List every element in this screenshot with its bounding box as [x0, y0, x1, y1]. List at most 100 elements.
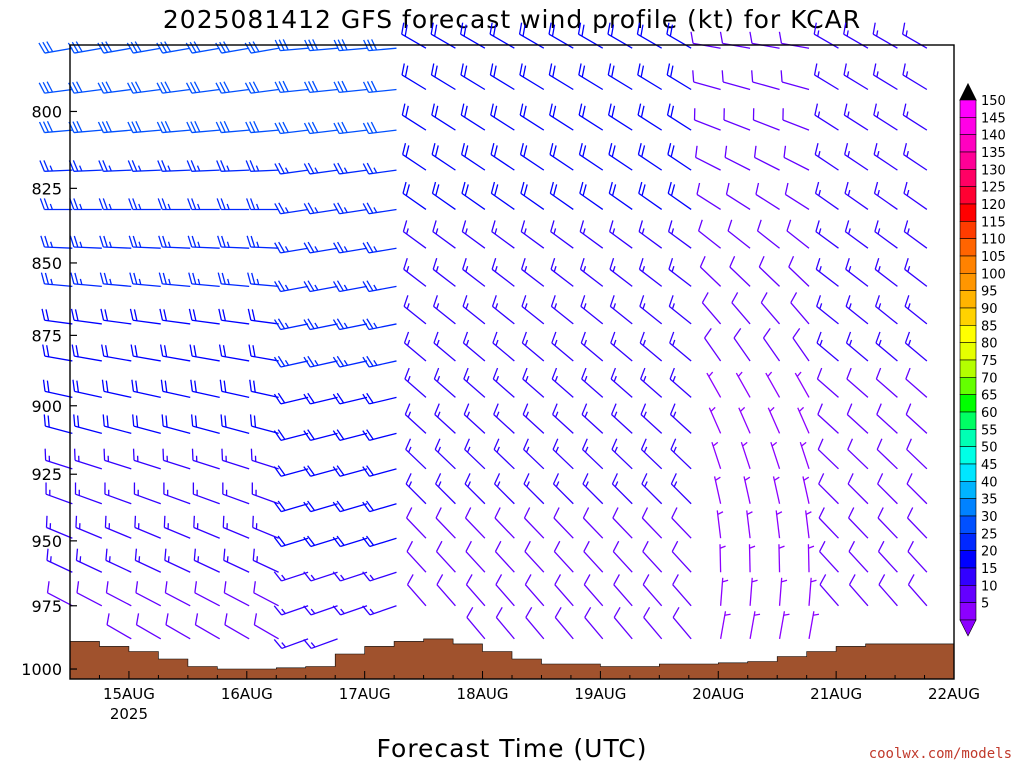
wind-barb — [697, 219, 722, 249]
wind-barb — [813, 22, 839, 49]
wind-barb — [608, 181, 633, 210]
wind-barb — [640, 367, 663, 398]
wind-barb — [273, 392, 309, 405]
wind-barb — [433, 331, 456, 362]
wind-barb — [875, 367, 898, 398]
colorbar-label: 110 — [981, 233, 1006, 248]
wind-barb — [460, 103, 486, 131]
wind-barb — [716, 510, 724, 539]
wind-barb — [611, 473, 633, 505]
wind-barb — [753, 145, 780, 171]
wind-barb — [253, 613, 279, 640]
wind-barb — [845, 295, 869, 325]
wind-barb — [519, 143, 545, 171]
wind-barb — [873, 181, 898, 210]
wind-barb — [40, 235, 73, 249]
wind-barb — [431, 181, 456, 210]
wind-barb — [819, 574, 839, 607]
wind-barb — [362, 241, 397, 254]
wind-barb — [902, 103, 928, 131]
wind-barb — [433, 367, 456, 398]
colorbar-label: 85 — [981, 319, 998, 334]
wind-barb — [708, 406, 722, 434]
wind-barb — [638, 220, 663, 249]
wind-barb — [814, 181, 839, 210]
wind-barb — [402, 181, 427, 210]
wind-barb — [303, 571, 338, 582]
wind-barb — [362, 318, 397, 331]
wind-barb — [43, 414, 73, 435]
colorbar-swatch — [959, 394, 977, 413]
wind-barb — [554, 574, 574, 607]
wind-barb — [461, 181, 486, 210]
wind-barb — [430, 63, 456, 91]
colorbar-swatch — [959, 533, 977, 551]
wind-barb — [190, 414, 220, 435]
wind-barb — [105, 581, 132, 607]
wind-barb — [666, 63, 692, 91]
wind-barb — [303, 535, 338, 548]
wind-barb — [189, 344, 220, 362]
wind-barb — [39, 160, 73, 172]
wind-barb — [463, 403, 486, 434]
wind-barb — [610, 403, 633, 434]
wind-barb — [581, 367, 604, 398]
wind-barb — [219, 379, 250, 399]
wind-barb — [303, 429, 338, 441]
colorbar-swatch — [959, 515, 977, 534]
wind-barb — [784, 182, 810, 211]
wind-barb — [638, 181, 663, 210]
wind-barb — [610, 331, 633, 362]
wind-barb — [693, 108, 721, 131]
wind-barb — [71, 344, 102, 362]
wind-barb — [843, 22, 869, 49]
wind-barb — [362, 429, 397, 441]
wind-barb — [102, 414, 132, 435]
wind-barb — [97, 120, 132, 134]
wind-barb — [521, 295, 545, 325]
wind-barb — [719, 31, 751, 49]
wind-barb — [273, 500, 309, 513]
wind-barb — [904, 331, 928, 362]
wind-barb — [68, 160, 102, 172]
wind-barb — [73, 448, 103, 470]
wind-barb — [780, 70, 810, 91]
wind-barb — [42, 379, 73, 399]
wind-barb — [216, 160, 250, 172]
wind-barb — [190, 379, 220, 399]
wind-barb — [362, 121, 397, 135]
wind-barb — [156, 81, 191, 94]
wind-barb — [807, 544, 815, 573]
wind-barb — [246, 235, 279, 249]
wind-barb — [303, 318, 338, 331]
wind-barb — [99, 272, 132, 288]
colorbar-swatch — [959, 99, 977, 118]
wind-barb — [495, 606, 515, 640]
wind-barb — [743, 476, 751, 504]
x-tick-label: 16AUG — [221, 685, 273, 703]
wind-barb — [613, 574, 633, 607]
wind-barb — [67, 41, 102, 54]
wind-barb — [494, 507, 515, 539]
wind-barb — [551, 367, 574, 398]
wind-barb — [692, 70, 721, 91]
wind-barb — [41, 308, 73, 325]
wind-barb — [130, 344, 161, 362]
wind-barb — [215, 120, 250, 134]
wind-barb — [332, 429, 368, 441]
wind-barb — [362, 162, 397, 175]
colorbar-label: 35 — [981, 493, 998, 508]
wind-barb — [303, 162, 338, 175]
wind-barb — [333, 241, 368, 254]
wind-barb — [303, 355, 338, 368]
wind-barb — [460, 22, 486, 49]
wind-barb — [303, 202, 338, 215]
wind-barb — [38, 41, 73, 54]
wind-barb — [551, 331, 574, 362]
colorbar-label: 100 — [981, 267, 1006, 282]
wind-barb — [362, 571, 397, 582]
wind-barb — [129, 308, 161, 325]
wind-barb — [248, 344, 279, 362]
wind-barb — [303, 280, 338, 293]
wind-barb — [101, 344, 132, 362]
